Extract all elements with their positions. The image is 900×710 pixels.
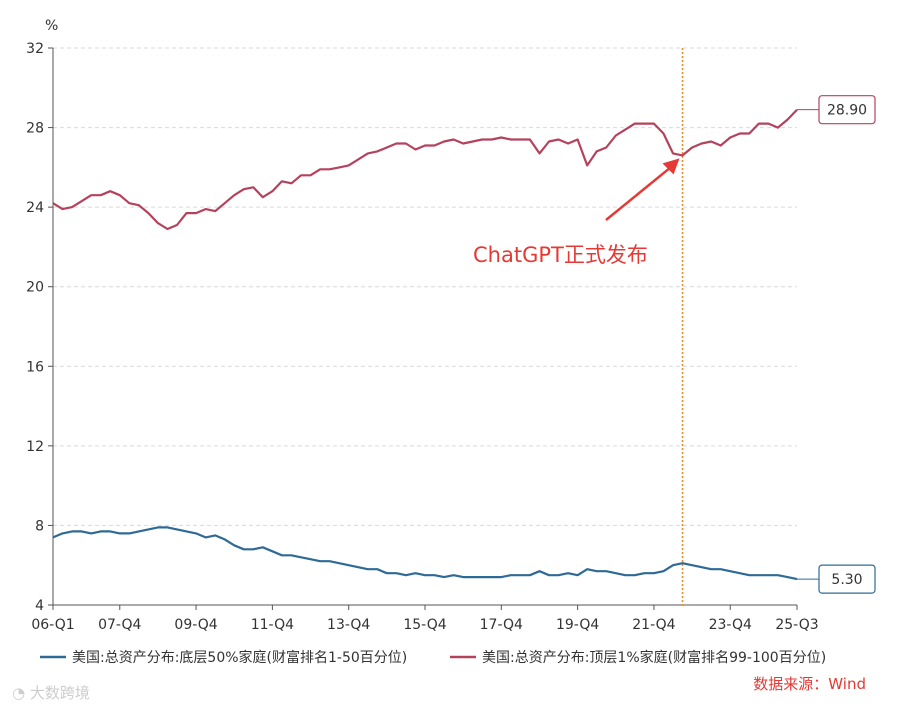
y-tick-label: 20 (26, 280, 44, 296)
series-lines (52, 108, 798, 581)
x-tick-label: 15-Q4 (403, 617, 446, 633)
y-tick-label: 32 (26, 41, 44, 57)
x-tick-labels: 06-Q1 07-Q4 09-Q4 11-Q4 13-Q4 15-Q4 17-Q4 19-Q4… (31, 605, 819, 633)
y-tick-labels: 4 8 12 16 20 24 28 32 (26, 41, 53, 614)
y-tick-label: 4 (35, 598, 44, 614)
x-tick-label: 07-Q4 (98, 617, 141, 633)
series-line-bottom-50 (52, 526, 798, 581)
end-label-box (818, 564, 876, 594)
event-marker: ChatGPT正式发布 (473, 48, 684, 605)
end-value-label: 5.30 (831, 572, 862, 588)
x-tick-label: 17-Q4 (480, 617, 523, 633)
legend-label: 美国:总资产分布:顶层1%家庭(财富排名99-100百分位) (482, 649, 826, 666)
y-tick-label: 16 (26, 359, 44, 375)
y-tick-label: 12 (26, 439, 44, 455)
x-tick-label: 13-Q4 (327, 617, 370, 633)
watermark-logo: ◔ 大数跨境 (12, 684, 90, 702)
legend: 美国:总资产分布:底层50%家庭(财富排名1-50百分位) 美国:总资产分布:顶层… (40, 649, 826, 666)
end-label-box (818, 95, 876, 125)
event-arrow-head (662, 158, 680, 175)
y-tick-label: 28 (26, 121, 44, 137)
x-tick-label: 09-Q4 (174, 617, 217, 633)
y-axis-unit: % (45, 18, 58, 34)
axes (52, 48, 797, 606)
event-label: ChatGPT正式发布 (473, 243, 648, 267)
series-line-top-1 (52, 108, 798, 231)
end-value-labels: 5.30 28.90 (797, 95, 876, 594)
x-tick-label: 25-Q3 (775, 617, 818, 633)
legend-label: 美国:总资产分布:底层50%家庭(财富排名1-50百分位) (72, 649, 407, 666)
x-tick-label: 06-Q1 (31, 617, 74, 633)
grid-lines (53, 47, 797, 526)
event-arrow-shaft (605, 166, 672, 221)
x-tick-label: 23-Q4 (709, 617, 752, 633)
x-tick-label: 19-Q4 (556, 617, 599, 633)
y-tick-label: 24 (26, 200, 44, 216)
x-tick-label: 21-Q4 (632, 617, 675, 633)
end-value-label: 28.90 (827, 103, 867, 119)
y-tick-label: 8 (35, 518, 44, 534)
x-tick-label: 11-Q4 (251, 617, 294, 633)
data-source: 数据来源：Wind (753, 675, 866, 693)
